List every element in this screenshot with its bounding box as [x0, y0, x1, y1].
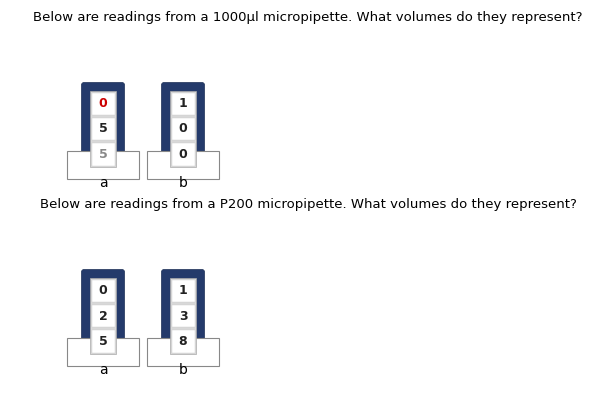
Text: 5: 5 — [99, 335, 107, 348]
Bar — [171, 143, 195, 166]
Bar — [92, 143, 115, 166]
Bar — [171, 93, 195, 115]
Text: 2: 2 — [99, 309, 107, 323]
FancyBboxPatch shape — [161, 83, 205, 176]
Text: Below are readings from a 1000µl micropipette. What volumes do they represent?: Below are readings from a 1000µl micropi… — [33, 11, 583, 24]
Bar — [171, 280, 195, 302]
Text: b: b — [179, 176, 187, 190]
Text: 0: 0 — [179, 148, 187, 161]
FancyBboxPatch shape — [81, 270, 124, 363]
Bar — [92, 118, 115, 140]
Text: 0: 0 — [179, 123, 187, 135]
Bar — [171, 305, 195, 327]
Bar — [67, 151, 139, 179]
FancyBboxPatch shape — [161, 270, 205, 363]
Bar — [170, 278, 196, 354]
Bar — [92, 93, 115, 115]
Bar — [171, 118, 195, 140]
Bar — [92, 330, 115, 353]
Bar — [171, 330, 195, 353]
Text: a: a — [99, 363, 107, 377]
Bar — [147, 151, 219, 179]
Text: Below are readings from a P200 micropipette. What volumes do they represent?: Below are readings from a P200 micropipe… — [39, 198, 577, 211]
Text: 3: 3 — [179, 309, 187, 323]
Text: 0: 0 — [99, 97, 107, 110]
Bar — [90, 91, 116, 167]
Text: 0: 0 — [99, 284, 107, 297]
Text: a: a — [99, 176, 107, 190]
Bar — [67, 338, 139, 366]
FancyBboxPatch shape — [81, 83, 124, 176]
Text: 8: 8 — [179, 335, 187, 348]
Text: 1: 1 — [179, 284, 187, 297]
Text: 5: 5 — [99, 148, 107, 161]
Text: b: b — [179, 363, 187, 377]
Text: 1: 1 — [179, 97, 187, 110]
Bar — [147, 338, 219, 366]
Bar — [92, 305, 115, 327]
Bar — [170, 91, 196, 167]
Bar — [90, 278, 116, 354]
Text: 5: 5 — [99, 123, 107, 135]
Bar — [92, 280, 115, 302]
